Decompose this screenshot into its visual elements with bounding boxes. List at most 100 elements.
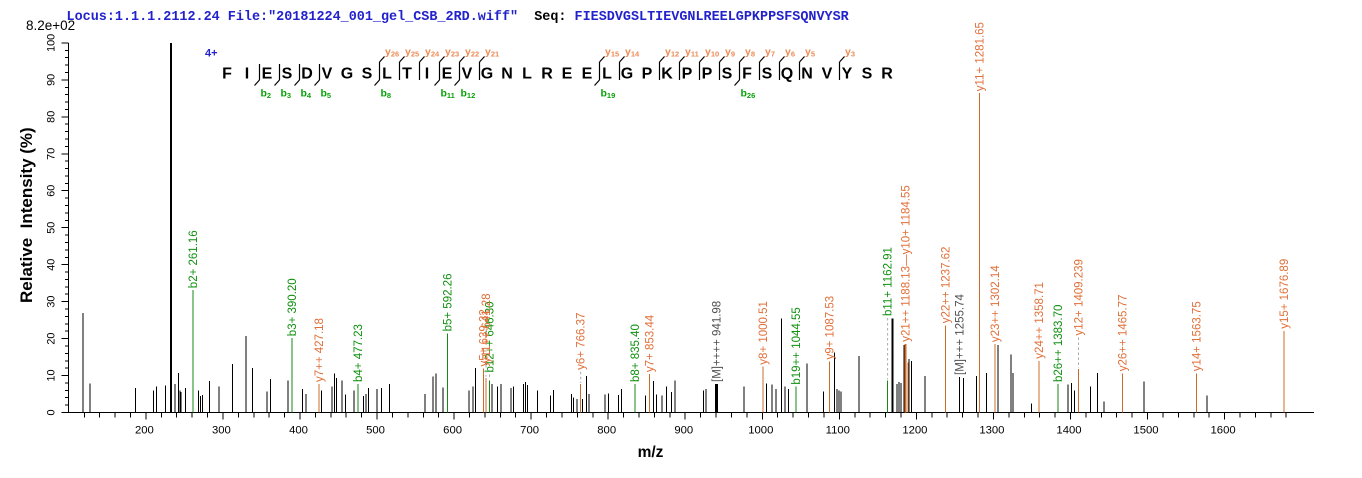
- svg-text:y14+ 1563.75: y14+ 1563.75: [1192, 301, 1204, 371]
- svg-text:S: S: [722, 66, 733, 83]
- svg-text:y24++ 1358.71: y24++ 1358.71: [1034, 282, 1046, 359]
- svg-text:b11+ 1162.91: b11+ 1162.91: [883, 247, 895, 316]
- svg-text:b3: b3: [281, 88, 292, 101]
- svg-text:4+: 4+: [205, 48, 218, 60]
- svg-text:T: T: [402, 66, 412, 83]
- svg-text:[M]+++ 1255.74: [M]+++ 1255.74: [954, 294, 966, 375]
- svg-text:y10: y10: [705, 46, 719, 59]
- svg-text:b11: b11: [441, 88, 455, 101]
- svg-text:y6: y6: [785, 46, 795, 59]
- svg-text:8.2e+02: 8.2e+02: [26, 18, 75, 33]
- svg-text:R: R: [881, 66, 893, 83]
- svg-text:E: E: [442, 66, 453, 83]
- svg-text:1200: 1200: [902, 425, 927, 437]
- svg-text:Q: Q: [781, 66, 793, 83]
- svg-text:V: V: [462, 66, 473, 83]
- svg-text:1300: 1300: [979, 425, 1004, 437]
- svg-text:1000: 1000: [748, 425, 773, 437]
- svg-text:20: 20: [46, 333, 58, 345]
- svg-text:b12++ 646.30: b12++ 646.30: [485, 302, 497, 373]
- svg-text:[M]++++ 941.98: [M]++++ 941.98: [712, 301, 724, 382]
- svg-text:P: P: [682, 66, 693, 83]
- svg-text:S: S: [362, 66, 373, 83]
- svg-text:F: F: [742, 66, 752, 83]
- svg-text:y7++ 427.18: y7++ 427.18: [314, 318, 326, 382]
- svg-text:b5+ 592.26: b5+ 592.26: [443, 274, 455, 332]
- svg-text:y12+ 1409.239: y12+ 1409.239: [1074, 259, 1086, 335]
- svg-text:1100: 1100: [826, 425, 850, 437]
- svg-text:y3: y3: [845, 46, 855, 59]
- svg-text:S: S: [762, 66, 773, 83]
- svg-text:L: L: [382, 66, 392, 83]
- svg-text:y11+ 1281.65: y11+ 1281.65: [975, 22, 987, 91]
- svg-text:b2: b2: [261, 88, 272, 101]
- svg-text:300: 300: [212, 425, 231, 437]
- svg-text:b4: b4: [301, 88, 312, 101]
- svg-text:L: L: [602, 66, 612, 83]
- svg-text:50: 50: [46, 222, 58, 234]
- svg-text:b26++ 1383.70: b26++ 1383.70: [1053, 305, 1065, 382]
- svg-text:y22++ 1237.62: y22++ 1237.62: [940, 247, 952, 324]
- svg-text:E: E: [582, 66, 593, 83]
- svg-text:b3+ 390.20: b3+ 390.20: [287, 278, 299, 336]
- svg-text:K: K: [661, 66, 673, 83]
- svg-text:y25: y25: [405, 46, 419, 59]
- svg-text:y5: y5: [805, 46, 815, 59]
- svg-text:b5: b5: [321, 88, 332, 101]
- svg-text:N: N: [501, 66, 513, 83]
- svg-text:y11++ 641.28: y11++ 641.28: [481, 294, 493, 364]
- svg-text:y7: y7: [765, 46, 775, 59]
- svg-text:y22: y22: [465, 46, 479, 59]
- svg-text:1600: 1600: [1211, 425, 1236, 437]
- svg-text:1400: 1400: [1056, 425, 1081, 437]
- svg-text:y8: y8: [745, 46, 755, 59]
- svg-text:800: 800: [597, 425, 616, 437]
- svg-text:y12: y12: [665, 46, 679, 59]
- svg-text:200: 200: [135, 425, 154, 437]
- svg-text:G: G: [481, 66, 493, 83]
- svg-text:90: 90: [46, 74, 58, 86]
- svg-text:E: E: [262, 66, 273, 83]
- svg-text:y26: y26: [385, 46, 399, 59]
- svg-text:y8+ 1000.51: y8+ 1000.51: [758, 301, 770, 365]
- svg-text:y11: y11: [685, 46, 699, 59]
- svg-text:S: S: [862, 66, 873, 83]
- svg-text:900: 900: [674, 425, 693, 437]
- svg-text:700: 700: [520, 425, 539, 437]
- svg-text:G: G: [621, 66, 633, 83]
- svg-text:y5+ 639.32: y5+ 639.32: [479, 309, 491, 366]
- svg-text:b19++ 1044.55: b19++ 1044.55: [791, 307, 803, 384]
- svg-text:y21++ 1188.13—y10+ 1184.55: y21++ 1188.13—y10+ 1184.55: [900, 185, 912, 342]
- svg-text:y15+ 1676.89: y15+ 1676.89: [1279, 259, 1291, 329]
- svg-text:b26: b26: [741, 88, 756, 101]
- svg-text:L: L: [522, 66, 532, 83]
- svg-text:80: 80: [46, 111, 58, 123]
- svg-text:R: R: [541, 66, 553, 83]
- svg-text:Relative Intensity (%): Relative Intensity (%): [17, 127, 36, 303]
- svg-text:1500: 1500: [1133, 425, 1158, 437]
- svg-text:m/z: m/z: [638, 444, 664, 461]
- svg-text:y9+ 1087.53: y9+ 1087.53: [824, 296, 836, 360]
- svg-text:y7+ 853.44: y7+ 853.44: [645, 314, 657, 372]
- svg-text:y23: y23: [445, 46, 459, 59]
- svg-text:G: G: [341, 66, 353, 83]
- svg-text:600: 600: [443, 425, 462, 437]
- svg-text:b8+ 835.40: b8+ 835.40: [630, 324, 642, 382]
- svg-text:I: I: [245, 66, 249, 83]
- svg-text:y14: y14: [625, 46, 640, 59]
- svg-text:D: D: [301, 66, 313, 83]
- svg-text:S: S: [282, 66, 293, 83]
- svg-text:b19: b19: [601, 88, 616, 101]
- svg-text:V: V: [322, 66, 333, 83]
- svg-text:b8: b8: [381, 88, 392, 101]
- svg-text:y26++ 1465.77: y26++ 1465.77: [1118, 295, 1130, 372]
- svg-text:100: 100: [46, 34, 58, 52]
- svg-text:P: P: [702, 66, 713, 83]
- svg-text:400: 400: [289, 425, 308, 437]
- svg-text:P: P: [642, 66, 653, 83]
- svg-text:40: 40: [46, 259, 58, 271]
- svg-text:10: 10: [46, 369, 58, 381]
- svg-text:y23++ 1302.14: y23++ 1302.14: [990, 265, 1002, 342]
- svg-text:I: I: [425, 66, 429, 83]
- svg-text:y24: y24: [425, 46, 440, 59]
